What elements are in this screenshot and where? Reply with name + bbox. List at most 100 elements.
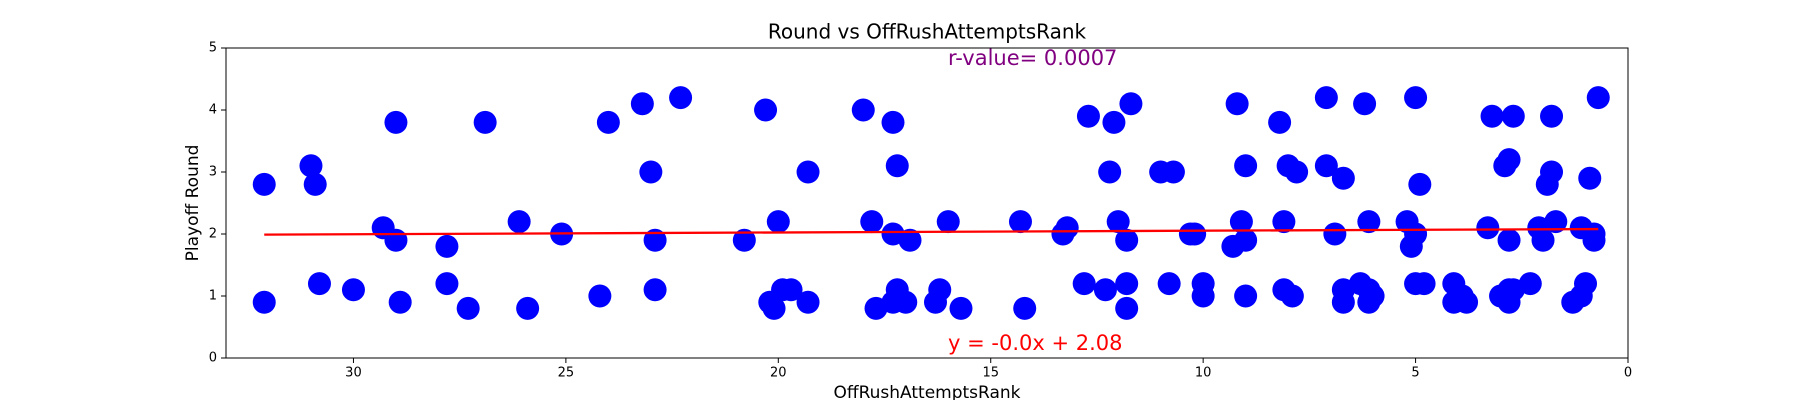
scatter-point: [1285, 160, 1309, 184]
scatter-point: [435, 234, 459, 258]
scatter-point: [754, 98, 778, 122]
scatter-point: [1544, 210, 1568, 234]
scatter-point: [1115, 272, 1139, 296]
scatter-point: [1234, 228, 1258, 252]
scatter-point: [1234, 284, 1258, 308]
scatter-point: [796, 160, 820, 184]
scatter-point: [299, 154, 323, 178]
scatter-point: [1119, 92, 1143, 116]
scatter-point: [1093, 278, 1117, 302]
scatter-point: [1331, 290, 1355, 314]
scatter-point: [1229, 210, 1253, 234]
scatter-point: [1115, 296, 1139, 320]
scatter-point: [384, 110, 408, 134]
scatter-point: [1353, 92, 1377, 116]
scatter-point: [898, 228, 922, 252]
plot-frame: [225, 47, 1629, 359]
scatter-point: [307, 272, 331, 296]
y-axis-label: Playoff Round: [183, 145, 203, 262]
scatter-point: [894, 290, 918, 314]
scatter-point: [1161, 160, 1185, 184]
y-tick-label: 1: [209, 289, 217, 304]
y-tick-label: 4: [209, 103, 217, 118]
scatter-point: [384, 228, 408, 252]
scatter-point: [1412, 272, 1436, 296]
scatter-point: [1574, 272, 1598, 296]
scatter-point: [341, 278, 365, 302]
scatter-point: [1191, 284, 1215, 308]
y-tick-label: 5: [209, 41, 217, 56]
scatter-point: [1157, 272, 1181, 296]
scatter-point: [881, 110, 905, 134]
scatter-point: [1531, 228, 1555, 252]
scatter-point: [388, 290, 412, 314]
x-tick-label: 15: [982, 366, 999, 381]
scatter-point: [1076, 104, 1100, 128]
chart-title: Round vs OffRushAttemptsRank: [768, 20, 1087, 44]
scatter-point: [1008, 210, 1032, 234]
scatter-point: [1102, 110, 1126, 134]
scatter-point: [860, 210, 884, 234]
scatter-point: [1408, 172, 1432, 196]
scatter-point: [928, 278, 952, 302]
scatter-point: [1578, 166, 1602, 190]
scatter-point: [630, 92, 654, 116]
scatter-point: [1518, 272, 1542, 296]
scatter-point: [1497, 228, 1521, 252]
scatter-point: [1357, 210, 1381, 234]
y-tick-label: 2: [209, 227, 217, 242]
scatter-point: [1098, 160, 1122, 184]
scatter-point: [1476, 216, 1500, 240]
scatter-point: [1582, 228, 1606, 252]
scatter-point: [596, 110, 620, 134]
scatter-point: [1455, 290, 1479, 314]
scatter-point: [1072, 272, 1096, 296]
x-tick-label: 10: [1195, 366, 1212, 381]
scatter-point: [643, 228, 667, 252]
x-tick-label: 25: [558, 366, 575, 381]
scatter-point: [643, 278, 667, 302]
x-tick-label: 30: [345, 366, 362, 381]
fit-line: [264, 227, 1599, 236]
scatter-point: [252, 172, 276, 196]
scatter-point: [1501, 104, 1525, 128]
scatter-point: [766, 210, 790, 234]
scatter-point: [936, 210, 960, 234]
scatter-point: [885, 154, 909, 178]
scatter-point: [1323, 222, 1347, 246]
scatter-point: [456, 296, 480, 320]
scatter-point: [473, 110, 497, 134]
scatter-point: [303, 172, 327, 196]
scatter-point: [1314, 154, 1338, 178]
scatter-point: [949, 296, 973, 320]
scatter-point: [669, 86, 693, 110]
scatter-point: [1361, 284, 1385, 308]
scatter-point: [639, 160, 663, 184]
x-tick-label: 0: [1624, 366, 1632, 381]
scatter-point: [779, 278, 803, 302]
scatter-point: [762, 296, 786, 320]
scatter-point: [1586, 86, 1610, 110]
scatter-point: [1225, 92, 1249, 116]
scatter-point: [1183, 222, 1207, 246]
scatter-point: [516, 296, 540, 320]
scatter-point: [1013, 296, 1037, 320]
annotation: y = -0.0x + 2.08: [948, 331, 1122, 355]
scatter-point: [507, 210, 531, 234]
scatter-point: [1404, 222, 1428, 246]
scatter-point: [851, 98, 875, 122]
annotation: r-value= 0.0007: [948, 46, 1117, 70]
scatter-point: [1272, 210, 1296, 234]
scatter-point: [1404, 86, 1428, 110]
scatter-point: [732, 228, 756, 252]
scatter-point: [1055, 216, 1079, 240]
scatter-point: [796, 290, 820, 314]
scatter-point: [1497, 148, 1521, 172]
x-axis-label: OffRushAttemptsRank: [833, 383, 1020, 400]
scatter-point: [588, 284, 612, 308]
scatter-point: [1115, 228, 1139, 252]
scatter-point: [1540, 160, 1564, 184]
scatter-point: [1268, 110, 1292, 134]
scatter-point: [252, 290, 276, 314]
